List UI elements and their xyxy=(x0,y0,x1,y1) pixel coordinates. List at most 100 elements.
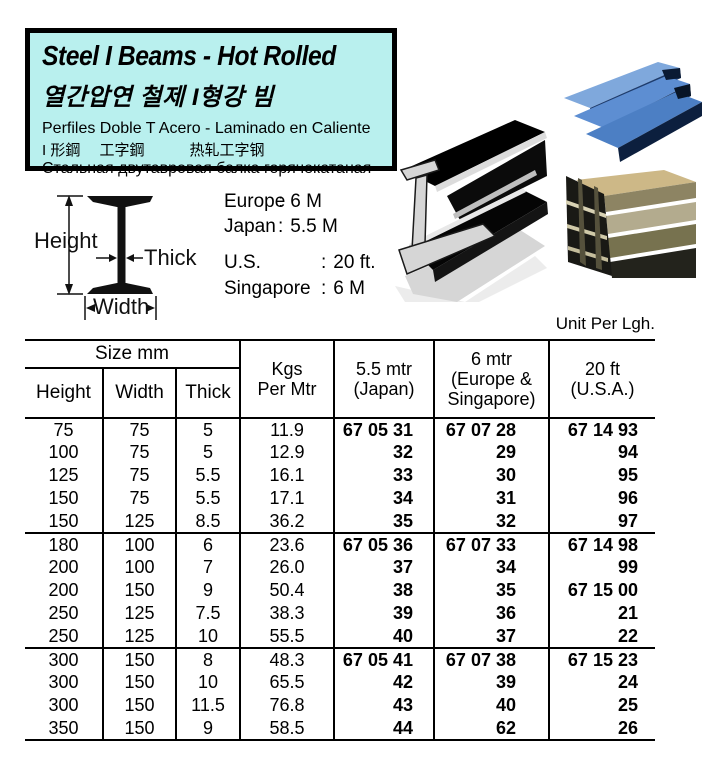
width-cell: 75 xyxy=(102,464,176,487)
title-box: Steel I Beams - Hot Rolled 열간압연 철제 I형강 빔… xyxy=(25,28,397,177)
part-usa-cell: 67 14 93 xyxy=(548,418,655,441)
width-cell: 150 xyxy=(102,648,176,671)
standard-lengths-list: Europe : 6 M Japan : 5.5 M U.S. : 20 ft.… xyxy=(224,189,376,302)
lengths-group-other: U.S. : 20 ft. Singapore : 6 M xyxy=(224,250,376,302)
part-japan-cell: 43 xyxy=(333,694,434,717)
kgs-cell: 48.3 xyxy=(239,648,334,671)
kgs-cell: 11.9 xyxy=(239,418,334,441)
part-japan-cell: 39 xyxy=(333,602,434,625)
width-cell: 100 xyxy=(102,556,176,579)
part-usa-cell: 22 xyxy=(548,625,655,648)
part-usa-cell: 25 xyxy=(548,694,655,717)
page-title: Steel I Beams - Hot Rolled xyxy=(42,40,336,71)
thick-cell: 7 xyxy=(175,556,240,579)
kgs-cell: 58.5 xyxy=(239,717,334,740)
length-row-us: U.S. : 20 ft. xyxy=(224,250,376,276)
height-cell: 200 xyxy=(48,557,79,577)
part-usa-cell: 97 xyxy=(548,510,655,533)
thick-cell: 7.5 xyxy=(175,602,240,625)
table-row: 300 150 8 48.3 67 05 41 67 07 38 67 15 23 xyxy=(25,648,655,671)
part-japan-cell: 35 xyxy=(333,510,434,533)
eusg-header-line3: Singapore) xyxy=(447,389,536,409)
part-europe-sg-cell: 37 xyxy=(433,625,549,648)
thick-cell: 5 xyxy=(175,441,240,464)
kgs-cell: 26.0 xyxy=(239,556,334,579)
part-usa-cell: 24 xyxy=(548,671,655,694)
part-usa-cell: 99 xyxy=(548,556,655,579)
usa-header-line2: (U.S.A.) xyxy=(570,379,635,399)
thick-dimension-label: Thick xyxy=(144,245,197,270)
length-row-europe: Europe : 6 M xyxy=(224,189,376,214)
height-cell: 75 xyxy=(53,419,74,440)
part-usa-cell: 94 xyxy=(548,441,655,464)
height-cell: 350 xyxy=(48,717,79,738)
height-cell: 200 xyxy=(48,580,79,600)
unit-per-length-note: Unit Per Lgh. xyxy=(555,314,655,333)
part-japan-cell: 44 xyxy=(333,717,434,740)
table-row: 300 150 10 65.5 42 39 24 xyxy=(25,671,655,694)
ibeam-cross-section-drawing xyxy=(57,195,157,320)
part-japan-cell: 67 05 31 xyxy=(333,418,434,441)
page-title-cjk: I 形鋼 工字鋼 热轧工字钢 xyxy=(42,142,265,159)
part-europe-sg-cell: 29 xyxy=(433,441,549,464)
region-label: Singapore xyxy=(224,278,311,299)
table-row: 125 75 5.5 16.1 33 30 95 xyxy=(25,464,655,487)
part-europe-sg-cell: 67 07 33 xyxy=(433,533,549,556)
height-cell: 250 xyxy=(48,603,79,623)
colon: : xyxy=(278,216,284,237)
thick-cell: 8 xyxy=(175,648,240,671)
eusg-header-line1: 6 mtr xyxy=(470,349,512,369)
table-header: Size mm Kgs Per Mtr 5.5 mtr (Japan) 6 mt… xyxy=(25,340,655,418)
part-europe-sg-cell: 34 xyxy=(433,556,549,579)
table-row: 350 150 9 58.5 44 62 26 xyxy=(25,717,655,740)
part-japan-cell: 67 05 36 xyxy=(333,533,434,556)
part-japan-cell: 37 xyxy=(333,556,434,579)
kgs-per-mtr-header: Kgs Per Mtr xyxy=(239,340,334,418)
thick-column-header: Thick xyxy=(175,368,240,418)
width-column-header: Width xyxy=(102,368,176,418)
height-cell: 150 xyxy=(48,488,79,508)
width-cell: 100 xyxy=(102,533,176,556)
height-cell: 100 xyxy=(48,442,79,462)
kgs-cell: 17.1 xyxy=(239,487,334,510)
ibeam-dimension-diagram: Height Thick Width xyxy=(30,183,220,333)
colon: : xyxy=(278,191,284,212)
length-row-japan: Japan : 5.5 M xyxy=(224,214,376,239)
thick-cell: 5 xyxy=(175,418,240,441)
table-row: 100 75 5 12.9 32 29 94 xyxy=(25,441,655,464)
table-row: 200 100 7 26.0 37 34 99 xyxy=(25,556,655,579)
part-usa-cell: 26 xyxy=(548,717,655,740)
thick-cell: 11.5 xyxy=(175,694,240,717)
colon: : xyxy=(321,252,327,273)
part-usa-cell: 67 15 23 xyxy=(548,648,655,671)
part-usa-cell: 96 xyxy=(548,487,655,510)
beam-size-table: Size mm Kgs Per Mtr 5.5 mtr (Japan) 6 mt… xyxy=(25,339,655,741)
kgs-cell: 38.3 xyxy=(239,602,334,625)
height-column-header: Height xyxy=(36,382,91,403)
kgs-cell: 50.4 xyxy=(239,579,334,602)
part-japan-cell: 40 xyxy=(333,625,434,648)
kgs-cell: 12.9 xyxy=(239,441,334,464)
colon: : xyxy=(321,278,327,299)
lengths-group-metric: Europe : 6 M Japan : 5.5 M xyxy=(224,189,376,239)
length-value: 5.5 M xyxy=(290,216,338,237)
table-row: 250 125 10 55.5 40 37 22 xyxy=(25,625,655,648)
length-value: 20 ft. xyxy=(333,252,376,273)
part-europe-sg-cell: 67 07 28 xyxy=(433,418,549,441)
size-group-1: 75 75 5 11.9 67 05 31 67 07 28 67 14 93 100 75 5 1… xyxy=(25,418,655,533)
stacked-beams-photo xyxy=(552,166,696,278)
part-europe-sg-cell: 32 xyxy=(433,510,549,533)
part-europe-sg-cell: 62 xyxy=(433,717,549,740)
part-japan-cell: 34 xyxy=(333,487,434,510)
region-label: Europe xyxy=(224,191,286,212)
height-cell: 125 xyxy=(48,465,79,485)
kgs-cell: 36.2 xyxy=(239,510,334,533)
length-row-singapore: Singapore : 6 M xyxy=(224,276,376,302)
thick-cell: 10 xyxy=(175,625,240,648)
height-cell: 300 xyxy=(48,672,79,692)
table-row: 250 125 7.5 38.3 39 36 21 xyxy=(25,602,655,625)
kgs-cell: 65.5 xyxy=(239,671,334,694)
height-cell: 300 xyxy=(48,695,79,715)
kgs-header-line1: Kgs xyxy=(271,359,303,379)
